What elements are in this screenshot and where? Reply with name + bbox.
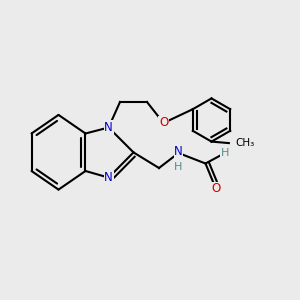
Text: N: N xyxy=(174,145,183,158)
Text: CH₃: CH₃ xyxy=(235,138,254,148)
Text: N: N xyxy=(104,171,113,184)
Text: H: H xyxy=(221,148,229,158)
Text: O: O xyxy=(212,182,220,196)
Text: N: N xyxy=(104,121,113,134)
Text: O: O xyxy=(159,116,168,130)
Text: H: H xyxy=(174,161,183,172)
